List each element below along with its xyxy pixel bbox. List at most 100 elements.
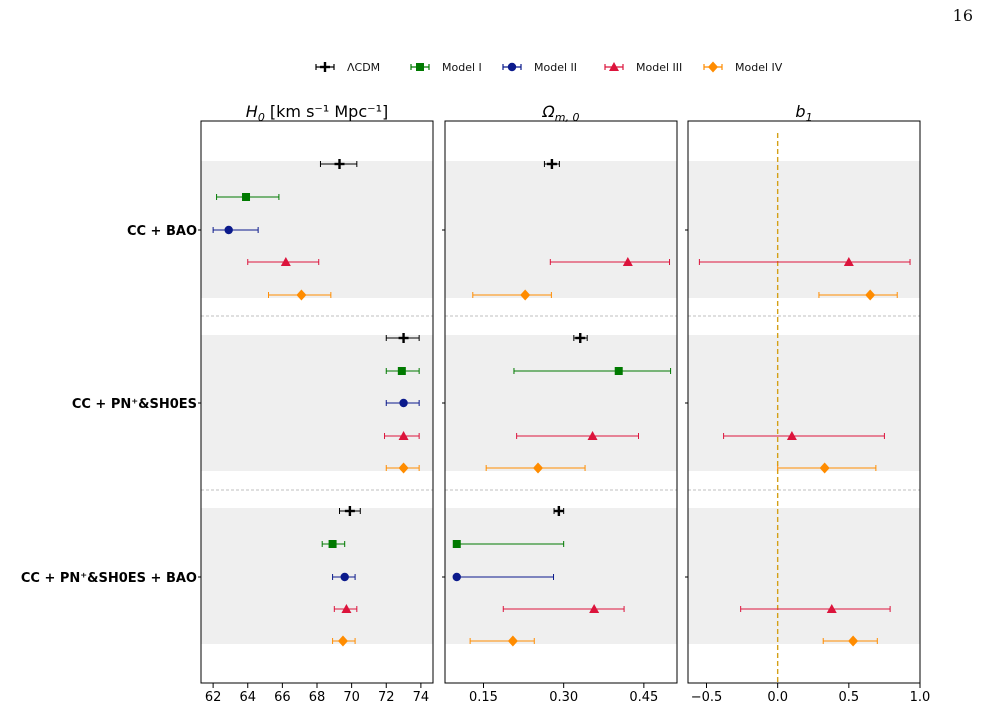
data-point bbox=[384, 431, 420, 440]
legend-item: Model II bbox=[502, 61, 577, 74]
data-point bbox=[818, 289, 898, 301]
legend-item: ΛCDM bbox=[315, 61, 380, 74]
x-tick-label: 0.15 bbox=[469, 690, 498, 705]
x-tick-label: 72 bbox=[378, 690, 395, 705]
x-tick-label: 68 bbox=[309, 690, 326, 705]
point-marker bbox=[843, 257, 854, 266]
panel-frame bbox=[444, 120, 678, 684]
point-marker bbox=[242, 193, 251, 201]
point-marker bbox=[397, 367, 406, 375]
legend-item: Model I bbox=[410, 61, 482, 74]
point-marker bbox=[344, 506, 355, 516]
data-point bbox=[333, 604, 358, 613]
point-marker bbox=[819, 462, 830, 474]
x-tick-label: 0.45 bbox=[629, 690, 658, 705]
point-marker bbox=[334, 159, 345, 169]
x-tick-label: −0.5 bbox=[691, 690, 723, 705]
point-marker bbox=[224, 225, 233, 235]
point-marker bbox=[398, 333, 409, 343]
data-point bbox=[516, 431, 640, 440]
data-point bbox=[740, 604, 891, 613]
data-point bbox=[268, 289, 332, 301]
group-band bbox=[445, 335, 677, 471]
point-marker bbox=[848, 635, 859, 647]
point-marker bbox=[399, 398, 408, 408]
point-marker bbox=[296, 289, 307, 301]
point-marker bbox=[337, 635, 348, 647]
point-marker bbox=[398, 462, 409, 474]
legend-marker bbox=[708, 61, 718, 73]
data-point bbox=[385, 398, 420, 408]
legend-marker bbox=[416, 63, 424, 71]
data-point bbox=[573, 333, 588, 343]
point-marker bbox=[452, 572, 461, 582]
x-tick-label: 74 bbox=[413, 690, 430, 705]
group-band bbox=[201, 508, 433, 644]
point-marker bbox=[507, 635, 518, 647]
point-marker bbox=[614, 367, 623, 375]
data-point bbox=[822, 635, 878, 647]
data-point bbox=[385, 462, 420, 474]
data-point bbox=[216, 193, 280, 201]
legend-label: Model I bbox=[442, 61, 482, 74]
group-band bbox=[688, 335, 920, 471]
data-point bbox=[549, 257, 671, 266]
data-point bbox=[339, 506, 361, 516]
data-point bbox=[247, 257, 320, 266]
x-tick-label: 0.5 bbox=[838, 690, 859, 705]
data-point bbox=[452, 572, 555, 582]
point-marker bbox=[398, 431, 409, 440]
legend-label: Model II bbox=[534, 61, 577, 74]
x-tick-label: 70 bbox=[343, 690, 360, 705]
point-marker bbox=[865, 289, 876, 301]
legend-label: ΛCDM bbox=[347, 61, 380, 74]
data-point bbox=[553, 506, 565, 516]
legend-item: Model IV bbox=[703, 61, 783, 74]
panel-b1: b1 −0.5 0.0 0.5 1.0 bbox=[685, 102, 930, 705]
data-point bbox=[723, 431, 885, 440]
legend-marker bbox=[320, 62, 330, 72]
point-marker bbox=[553, 506, 564, 516]
group-label: CC + BAO bbox=[127, 224, 197, 239]
data-point bbox=[485, 462, 586, 474]
point-marker bbox=[341, 604, 352, 613]
data-point bbox=[452, 540, 565, 548]
x-tick-label: 0.30 bbox=[549, 690, 578, 705]
panel-H0: H0 [km s⁻¹ Mpc⁻¹] 62 64 66 68 70 72 74 bbox=[198, 102, 434, 705]
point-marker bbox=[452, 540, 461, 548]
point-marker bbox=[328, 540, 337, 548]
data-point bbox=[385, 367, 420, 375]
data-point bbox=[385, 333, 420, 343]
point-marker bbox=[575, 333, 586, 343]
legend-marker bbox=[609, 62, 619, 71]
point-marker bbox=[533, 462, 544, 474]
legend-label: Model III bbox=[636, 61, 682, 74]
panel-frame bbox=[687, 120, 921, 684]
group-label: CC + PN⁺&SH0ES + BAO bbox=[21, 571, 197, 586]
data-point bbox=[472, 289, 552, 301]
data-point bbox=[513, 367, 672, 375]
legend-label: Model IV bbox=[735, 61, 783, 74]
legend-item: Model III bbox=[604, 61, 682, 74]
data-point bbox=[332, 572, 356, 582]
point-marker bbox=[280, 257, 291, 266]
point-marker bbox=[622, 257, 633, 266]
point-marker bbox=[520, 289, 531, 301]
legend-marker bbox=[507, 62, 517, 72]
group-band bbox=[688, 508, 920, 644]
data-point bbox=[212, 225, 259, 235]
group-band bbox=[688, 161, 920, 298]
point-marker bbox=[589, 604, 600, 613]
group-band bbox=[445, 161, 677, 298]
panel-title: b1 bbox=[795, 102, 812, 124]
point-marker bbox=[546, 159, 557, 169]
legend: ΛCDM Model I Model II Model III Model IV bbox=[315, 61, 783, 74]
page-number: 16 bbox=[952, 6, 973, 25]
panel-title: H0 [km s⁻¹ Mpc⁻¹] bbox=[246, 102, 388, 124]
x-tick-label: 1.0 bbox=[910, 690, 931, 705]
data-point bbox=[502, 604, 625, 613]
x-tick-label: 64 bbox=[239, 690, 256, 705]
group-band bbox=[445, 508, 677, 644]
x-tick-label: 0.0 bbox=[767, 690, 788, 705]
